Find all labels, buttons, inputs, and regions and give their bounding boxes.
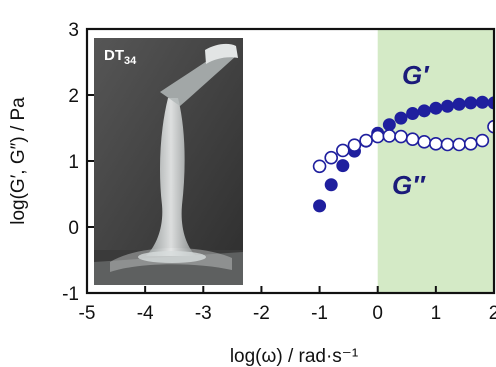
y-tick-label: 1 bbox=[68, 152, 79, 173]
gdoubleprime-point bbox=[370, 129, 385, 144]
gdoubleprime-point bbox=[475, 133, 490, 148]
y-axis-label: log(G′, G″) / Pa bbox=[8, 97, 29, 225]
gdoubleprime-point bbox=[487, 119, 494, 134]
gprime-point bbox=[324, 178, 338, 192]
gdoubleprime-point bbox=[382, 129, 397, 143]
x-tick-label: -2 bbox=[253, 303, 270, 324]
gprime-point bbox=[452, 97, 466, 111]
gprime-point bbox=[429, 101, 443, 115]
x-tick-label: -3 bbox=[195, 303, 212, 324]
gprime-point bbox=[440, 99, 454, 113]
gprime-point bbox=[464, 96, 478, 110]
gprime-point bbox=[406, 106, 420, 120]
y-tick-label: -1 bbox=[62, 284, 79, 305]
gprime-point bbox=[382, 118, 396, 132]
data-points bbox=[312, 95, 494, 213]
y-tick-label: 2 bbox=[68, 86, 79, 107]
gprime-point bbox=[394, 111, 408, 125]
gprime-point bbox=[487, 96, 494, 110]
x-tick-label: 2 bbox=[489, 303, 496, 324]
y-tick-label: 3 bbox=[68, 20, 79, 41]
gdoubleprime-point bbox=[359, 133, 373, 148]
x-tick-label: 0 bbox=[372, 303, 383, 324]
gdoubleprime-point bbox=[417, 135, 432, 149]
gdoubleprime-point bbox=[312, 159, 327, 174]
gdoubleprime-point bbox=[405, 132, 420, 147]
gprime-point bbox=[336, 159, 350, 173]
highlight-band bbox=[377, 29, 494, 293]
inset-photo: DT34 bbox=[94, 38, 243, 285]
y-tick-label: 0 bbox=[68, 218, 79, 239]
x-axis-label: log(ω) / rad·s⁻¹ bbox=[230, 346, 358, 367]
series-label-gprime: G′ bbox=[402, 60, 430, 90]
gdoubleprime-point bbox=[347, 138, 362, 152]
gdoubleprime-point bbox=[336, 143, 350, 158]
gdoubleprime-point bbox=[440, 137, 455, 152]
tick-labels: -5 -4 -3 -2 -1 0 1 2 -1 0 1 2 3 bbox=[62, 20, 496, 324]
series-label-gdoubleprime: G″ bbox=[392, 170, 426, 200]
gprime-point bbox=[313, 199, 327, 213]
gdoubleprime-point bbox=[429, 137, 443, 151]
gdoubleprime-point bbox=[324, 150, 339, 165]
gprime-point bbox=[475, 95, 489, 109]
x-tick-label: -1 bbox=[311, 303, 328, 324]
gdoubleprime-point bbox=[394, 129, 408, 144]
gdoubleprime-point bbox=[463, 137, 478, 151]
inset-label: DT34 bbox=[104, 47, 137, 67]
x-tick-label: -5 bbox=[79, 303, 96, 324]
x-tick-label: -4 bbox=[137, 303, 154, 324]
gdoubleprime-point bbox=[452, 137, 466, 152]
x-tick-label: 1 bbox=[431, 303, 442, 324]
gprime-point bbox=[417, 104, 431, 118]
axis-ticks bbox=[86, 28, 495, 294]
